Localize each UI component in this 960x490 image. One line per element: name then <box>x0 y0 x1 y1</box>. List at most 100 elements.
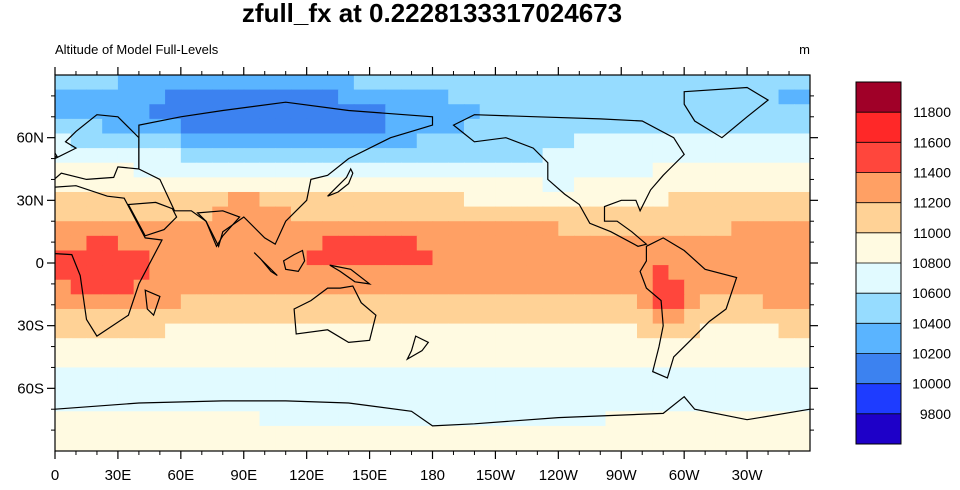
field-cell <box>228 191 245 208</box>
field-cell <box>243 411 261 427</box>
field-cell <box>290 206 308 222</box>
field-cell <box>322 206 339 222</box>
field-cell <box>369 367 386 383</box>
field-cell <box>715 206 732 222</box>
field-cell <box>290 118 308 135</box>
field-cell <box>196 396 213 412</box>
field-cell <box>463 338 481 354</box>
field-cell <box>165 411 182 427</box>
field-cell <box>479 221 497 237</box>
field-cell <box>416 206 434 222</box>
field-cell <box>558 104 575 120</box>
field-cell <box>149 89 166 105</box>
field-cell <box>306 279 323 295</box>
field-cell <box>243 162 261 178</box>
field-cell <box>747 133 764 149</box>
field-cell <box>684 104 701 120</box>
field-cell <box>511 162 528 178</box>
field-cell <box>353 235 371 252</box>
field-cell <box>228 133 245 149</box>
field-cell <box>715 440 732 451</box>
colorbar-swatch <box>856 142 901 173</box>
field-cell <box>196 294 213 310</box>
field-cell <box>605 396 622 412</box>
field-cell <box>385 133 402 149</box>
field-cell <box>149 104 166 120</box>
field-cell <box>715 104 732 120</box>
field-cell <box>228 89 245 105</box>
field-cell <box>86 323 103 339</box>
field-cell <box>228 235 245 252</box>
field-cell <box>149 338 166 354</box>
field-cell <box>86 338 103 354</box>
field-cell <box>212 89 229 105</box>
field-cell <box>511 440 528 451</box>
field-cell <box>526 104 544 120</box>
field-cell <box>86 352 103 369</box>
field-cell <box>259 308 276 325</box>
field-cell <box>762 323 780 339</box>
field-cell <box>526 367 544 383</box>
field-cell <box>338 411 355 427</box>
field-cell <box>747 265 764 281</box>
field-cell <box>70 425 88 442</box>
field-cell <box>212 338 229 354</box>
field-cell <box>747 323 764 339</box>
field-cell <box>165 440 182 451</box>
field-cell <box>322 133 339 149</box>
field-cell <box>778 177 795 193</box>
field-cell <box>165 118 182 135</box>
field-cell <box>542 440 559 451</box>
field-cell <box>401 411 418 427</box>
field-cell <box>196 104 213 120</box>
field-cell <box>338 104 355 120</box>
field-cell <box>495 89 512 105</box>
field-cell <box>463 382 481 398</box>
field-cell <box>668 396 685 412</box>
field-cell <box>715 177 732 193</box>
field-cell <box>275 396 292 412</box>
field-cell <box>652 279 670 295</box>
field-cell <box>605 294 622 310</box>
field-cell <box>526 279 544 295</box>
field-cell <box>133 250 150 266</box>
field-cell <box>322 308 339 325</box>
field-cell <box>558 118 575 135</box>
field-cell <box>369 265 386 281</box>
field-cell <box>495 425 512 442</box>
field-cell <box>463 191 481 208</box>
field-cell <box>448 425 465 442</box>
field-cell <box>589 294 607 310</box>
field-cell <box>731 425 748 442</box>
field-cell <box>589 148 607 164</box>
field-cell <box>542 265 559 281</box>
field-cell <box>102 250 119 266</box>
field-cell <box>542 104 559 120</box>
field-cell <box>353 221 371 237</box>
field-cell <box>479 411 497 427</box>
field-cell <box>794 367 810 383</box>
field-cell <box>668 235 685 252</box>
field-cell <box>463 440 481 451</box>
field-cell <box>416 338 434 354</box>
field-cell <box>448 104 465 120</box>
field-cell <box>526 89 544 105</box>
field-cell <box>416 396 434 412</box>
field-cell <box>511 104 528 120</box>
field-cell <box>401 323 418 339</box>
field-cell <box>196 235 213 252</box>
field-cell <box>180 221 198 237</box>
field-cell <box>401 162 418 178</box>
field-cell <box>448 206 465 222</box>
field-cell <box>338 308 355 325</box>
field-cell <box>463 89 481 105</box>
field-cell <box>684 352 701 369</box>
field-cell <box>495 206 512 222</box>
field-cell <box>117 206 135 222</box>
field-cell <box>652 382 670 398</box>
field-cell <box>133 352 150 369</box>
field-cell <box>731 162 748 178</box>
field-cell <box>542 396 559 412</box>
colorbar-swatch <box>856 112 901 143</box>
field-cell <box>102 118 119 135</box>
